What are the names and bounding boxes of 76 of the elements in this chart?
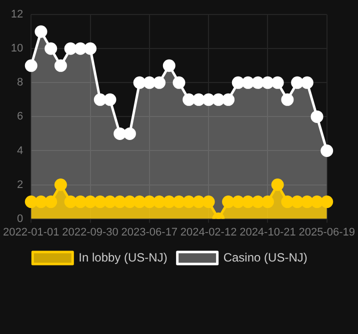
point <box>291 76 304 89</box>
point <box>242 76 254 89</box>
point <box>133 196 146 208</box>
x-tick-label: 2025-06-19 <box>298 226 356 238</box>
point <box>94 93 106 106</box>
point <box>114 196 126 208</box>
point <box>114 127 126 140</box>
point <box>291 196 304 208</box>
point <box>34 25 48 38</box>
point <box>232 76 244 89</box>
point <box>202 196 215 208</box>
legend-label: In lobby (US-NJ) <box>78 250 168 264</box>
point <box>162 59 176 72</box>
point <box>123 127 136 140</box>
point <box>143 76 156 89</box>
point <box>24 196 38 208</box>
point <box>44 196 58 208</box>
point <box>123 196 136 208</box>
point <box>222 196 235 208</box>
point <box>271 76 284 89</box>
x-tick-label: 2024-02-12 <box>180 226 237 238</box>
point <box>271 178 284 192</box>
point <box>182 196 196 208</box>
legend-label: Casino (US-NJ) <box>223 250 308 264</box>
point <box>261 196 274 208</box>
x-tick-label: 2022-01-01 <box>2 226 60 238</box>
point <box>24 59 38 72</box>
point <box>143 196 156 208</box>
point <box>44 42 58 55</box>
point <box>192 196 205 208</box>
point <box>300 196 314 208</box>
x-tick-label: 2022-09-30 <box>62 226 118 238</box>
point <box>84 196 97 208</box>
point <box>74 196 87 208</box>
y-tick-label: 8 <box>17 76 24 89</box>
point <box>182 93 196 106</box>
point <box>104 196 116 208</box>
x-tick-label: 2024-10-21 <box>240 226 296 238</box>
point <box>232 196 244 208</box>
point <box>153 196 166 208</box>
y-tick-label: 10 <box>10 42 24 55</box>
point <box>222 93 235 106</box>
y-tick-label: 12 <box>10 8 24 21</box>
point <box>54 59 67 72</box>
point <box>252 76 264 89</box>
point <box>172 76 186 89</box>
y-tick-label: 4 <box>17 144 24 157</box>
y-tick-label: 2 <box>17 178 24 191</box>
point <box>320 144 334 157</box>
point <box>133 76 146 89</box>
point <box>320 196 334 208</box>
point <box>104 93 116 106</box>
point <box>252 196 264 208</box>
point <box>242 196 254 208</box>
point <box>310 110 324 123</box>
point <box>153 76 166 89</box>
x-tick-label: 2023-06-17 <box>121 226 178 238</box>
point <box>202 93 215 106</box>
point <box>300 76 314 89</box>
point <box>281 196 294 208</box>
point <box>172 196 186 208</box>
point <box>212 93 225 106</box>
point <box>74 42 87 55</box>
point <box>34 196 48 208</box>
point <box>94 196 106 208</box>
point <box>281 93 294 106</box>
y-tick-label: 6 <box>17 110 24 123</box>
point <box>64 42 77 55</box>
point <box>84 42 97 55</box>
point <box>162 196 176 208</box>
point <box>192 93 205 106</box>
y-tick-label: 0 <box>17 212 24 225</box>
point <box>261 76 274 89</box>
point <box>54 178 67 192</box>
point <box>64 196 77 208</box>
point <box>310 196 324 208</box>
